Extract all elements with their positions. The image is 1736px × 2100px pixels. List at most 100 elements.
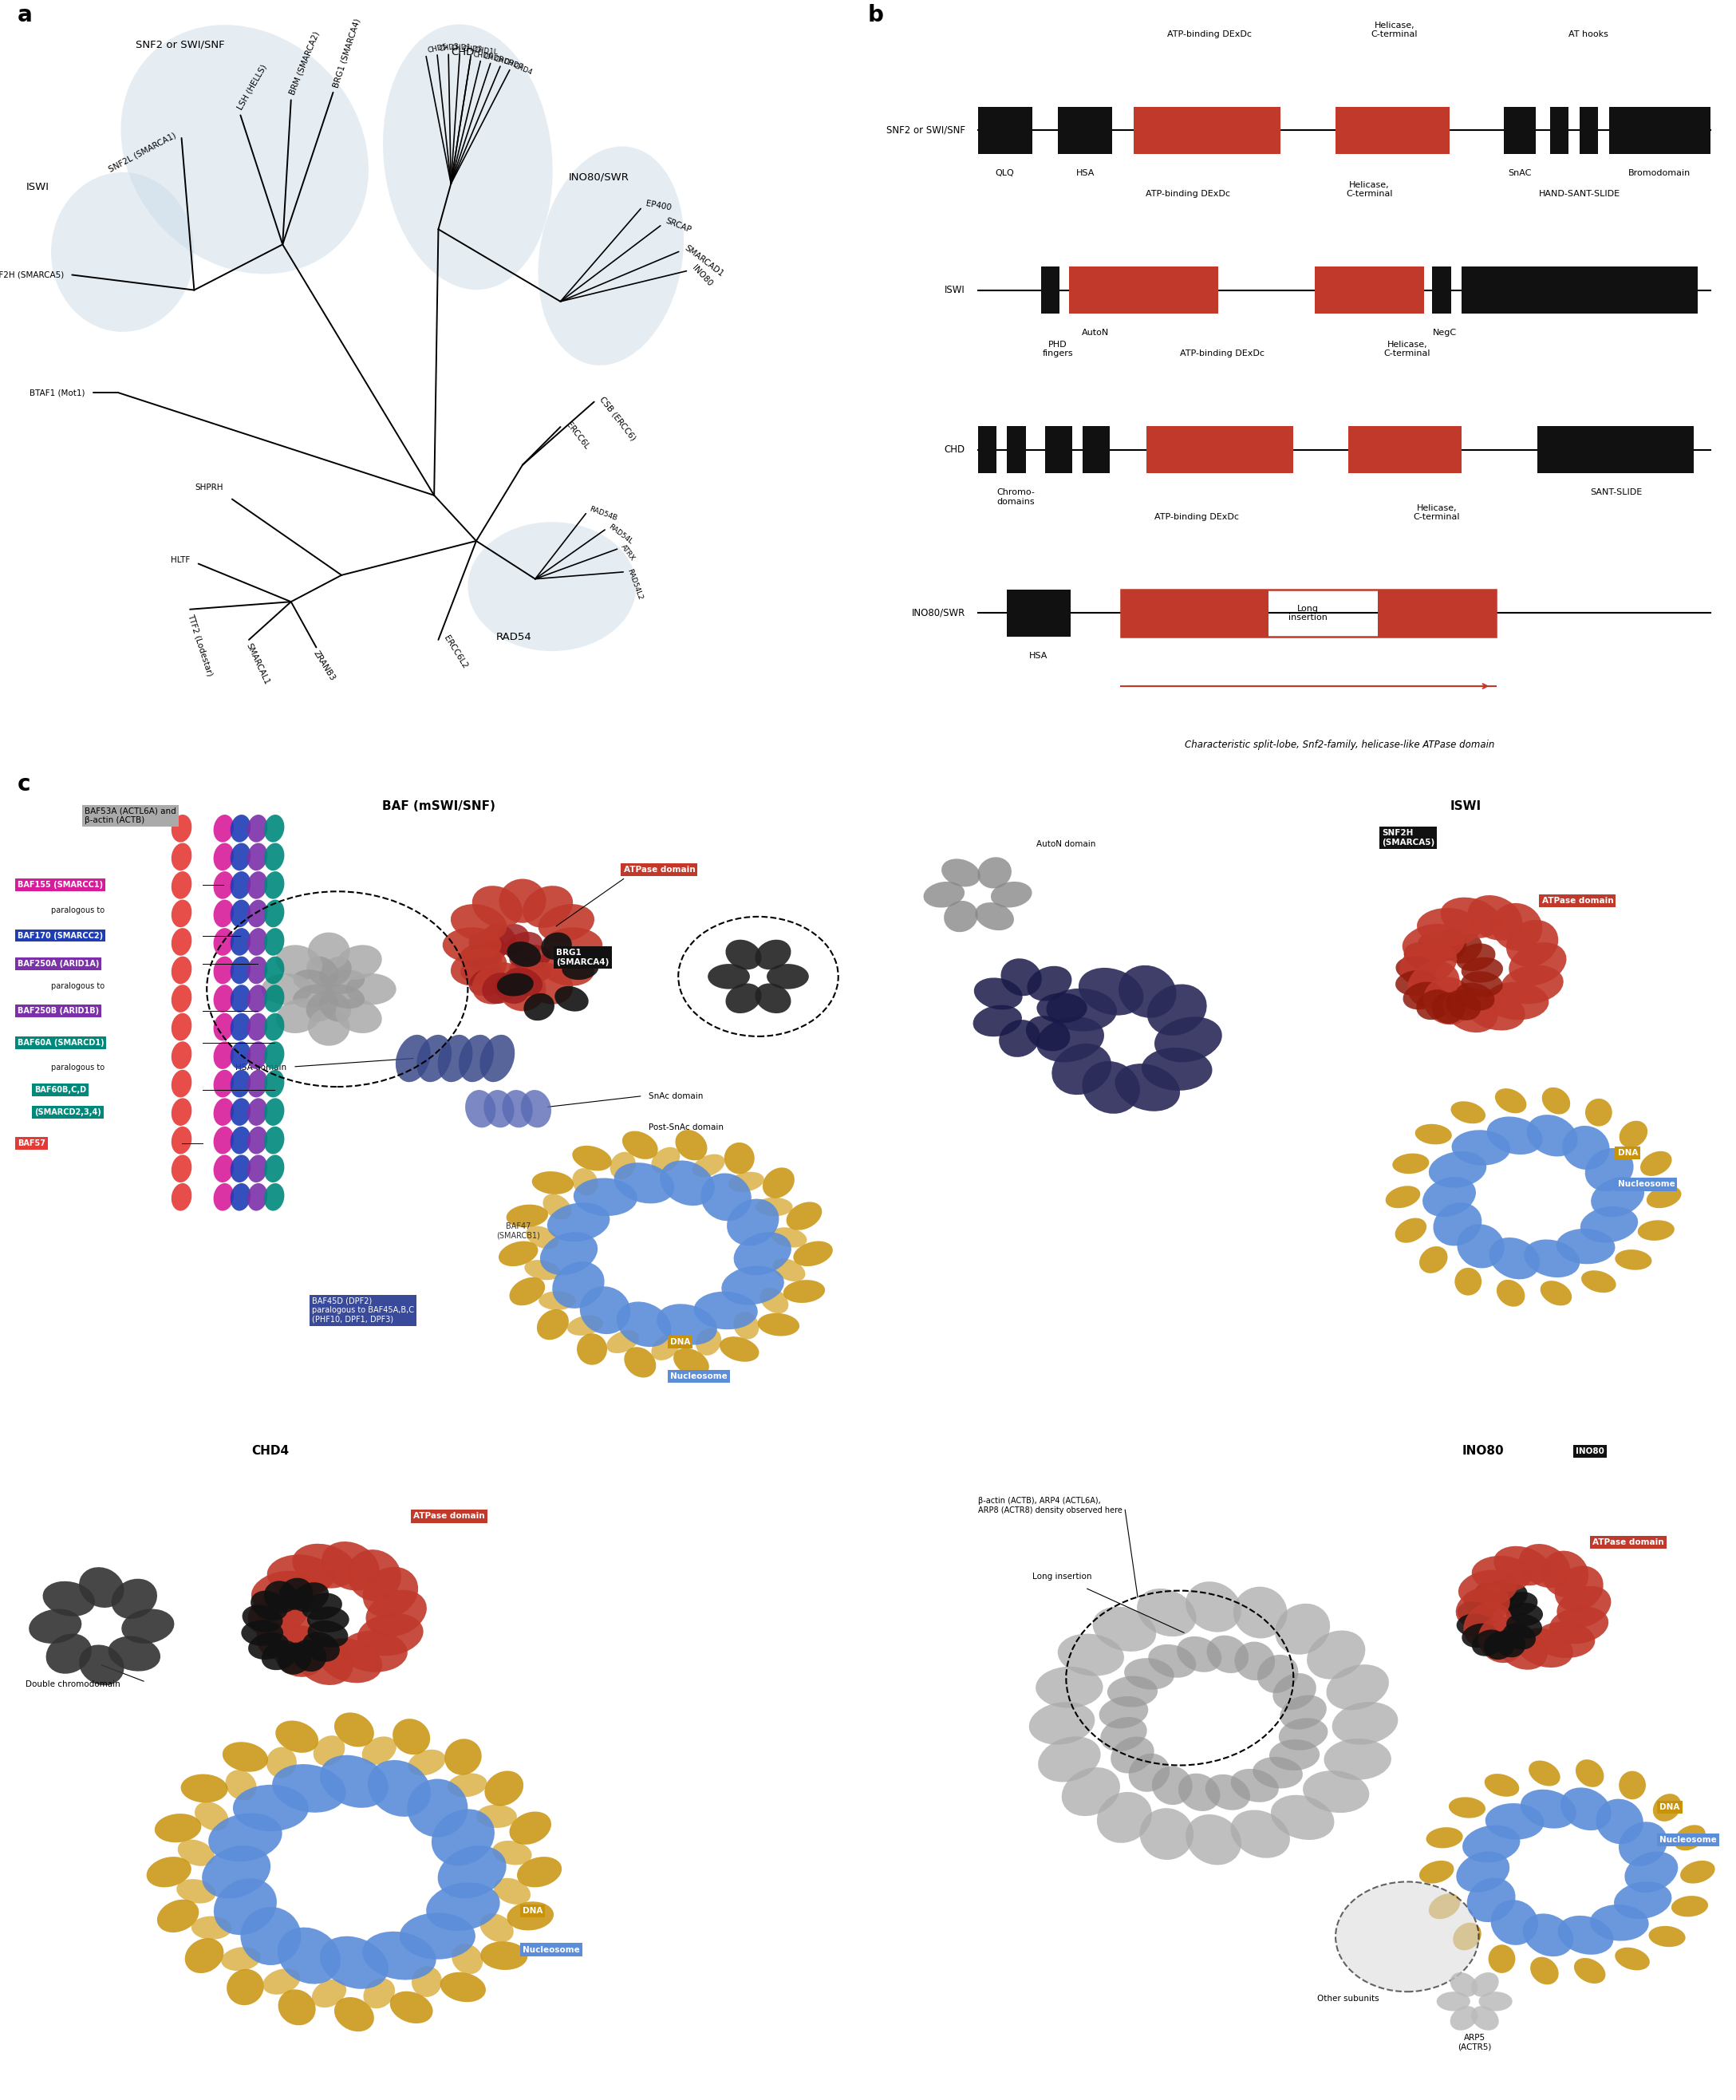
- Ellipse shape: [1472, 1630, 1505, 1657]
- Ellipse shape: [264, 815, 285, 842]
- Ellipse shape: [257, 1609, 312, 1659]
- Text: SMARCAD1: SMARCAD1: [682, 244, 726, 277]
- Ellipse shape: [580, 1287, 630, 1334]
- Ellipse shape: [1082, 1060, 1141, 1113]
- Ellipse shape: [325, 970, 365, 993]
- Ellipse shape: [302, 1594, 342, 1619]
- Ellipse shape: [443, 928, 502, 962]
- Ellipse shape: [43, 1581, 95, 1617]
- Ellipse shape: [1595, 1800, 1644, 1844]
- Ellipse shape: [1047, 989, 1116, 1031]
- Ellipse shape: [1271, 1796, 1335, 1840]
- Ellipse shape: [262, 1640, 299, 1670]
- Ellipse shape: [293, 985, 333, 1008]
- Ellipse shape: [538, 147, 684, 365]
- Ellipse shape: [247, 985, 267, 1012]
- Ellipse shape: [408, 1749, 446, 1774]
- Ellipse shape: [496, 972, 533, 995]
- Ellipse shape: [755, 939, 792, 970]
- Ellipse shape: [498, 878, 547, 924]
- Ellipse shape: [1257, 1655, 1299, 1693]
- Ellipse shape: [1641, 1151, 1672, 1176]
- Ellipse shape: [734, 1233, 792, 1275]
- Ellipse shape: [1495, 1630, 1526, 1657]
- Ellipse shape: [1477, 1617, 1526, 1663]
- Ellipse shape: [231, 842, 250, 872]
- Ellipse shape: [194, 1802, 229, 1831]
- Text: Helicase,
C-terminal: Helicase, C-terminal: [1345, 181, 1392, 197]
- Ellipse shape: [214, 1012, 234, 1042]
- Ellipse shape: [1326, 1665, 1389, 1709]
- Text: ERCC6L: ERCC6L: [564, 420, 590, 451]
- Ellipse shape: [1495, 1583, 1528, 1611]
- Ellipse shape: [1429, 1151, 1486, 1189]
- Ellipse shape: [625, 1346, 656, 1378]
- Ellipse shape: [264, 1155, 285, 1182]
- Text: ATP-binding DExDc: ATP-binding DExDc: [1154, 512, 1240, 521]
- Ellipse shape: [1279, 1718, 1328, 1749]
- Ellipse shape: [1396, 1218, 1427, 1243]
- Ellipse shape: [621, 1132, 658, 1159]
- Ellipse shape: [1443, 987, 1498, 1033]
- FancyBboxPatch shape: [1335, 107, 1450, 153]
- Ellipse shape: [276, 1720, 318, 1753]
- Ellipse shape: [231, 1012, 250, 1042]
- Ellipse shape: [524, 1260, 561, 1281]
- Ellipse shape: [191, 1915, 233, 1940]
- Ellipse shape: [1614, 1250, 1651, 1270]
- Text: INO80/SWR: INO80/SWR: [569, 172, 630, 183]
- Ellipse shape: [214, 1877, 276, 1934]
- Ellipse shape: [321, 1541, 380, 1590]
- Ellipse shape: [1618, 1823, 1667, 1867]
- Ellipse shape: [231, 1126, 250, 1155]
- Ellipse shape: [1486, 1804, 1543, 1840]
- Ellipse shape: [493, 1840, 531, 1865]
- Ellipse shape: [231, 928, 250, 956]
- Text: Double chromodomain: Double chromodomain: [26, 1680, 120, 1688]
- Ellipse shape: [295, 1636, 352, 1684]
- Text: c: c: [17, 773, 31, 796]
- Ellipse shape: [172, 815, 191, 842]
- Text: Long
insertion: Long insertion: [1288, 605, 1328, 622]
- Text: INO80/SWR: INO80/SWR: [911, 609, 965, 617]
- Text: ATPase domain: ATPase domain: [1592, 1537, 1663, 1546]
- Text: RAD54L: RAD54L: [608, 523, 634, 546]
- Ellipse shape: [278, 1989, 316, 2024]
- Ellipse shape: [108, 1636, 160, 1672]
- Text: CHD2: CHD2: [462, 46, 483, 52]
- Ellipse shape: [1446, 932, 1483, 964]
- Ellipse shape: [248, 1632, 288, 1659]
- Ellipse shape: [1279, 1695, 1326, 1730]
- Ellipse shape: [1142, 1048, 1212, 1090]
- Ellipse shape: [1179, 1772, 1220, 1810]
- Ellipse shape: [1233, 1588, 1288, 1638]
- Ellipse shape: [80, 1567, 123, 1609]
- Ellipse shape: [1495, 1088, 1526, 1113]
- Ellipse shape: [1450, 1972, 1477, 1997]
- Text: Other subunits: Other subunits: [1318, 1995, 1378, 2003]
- Ellipse shape: [214, 928, 234, 956]
- Ellipse shape: [1432, 991, 1465, 1023]
- Ellipse shape: [1528, 1115, 1578, 1157]
- Ellipse shape: [1507, 1613, 1542, 1638]
- Ellipse shape: [247, 955, 267, 985]
- Text: ATPase domain: ATPase domain: [623, 865, 694, 874]
- Ellipse shape: [543, 1195, 571, 1220]
- Text: Nucleosome: Nucleosome: [1660, 1835, 1717, 1844]
- Ellipse shape: [1269, 1739, 1319, 1770]
- Ellipse shape: [609, 1153, 635, 1180]
- Text: BAF250A (ARID1A): BAF250A (ARID1A): [17, 960, 99, 968]
- Ellipse shape: [524, 993, 554, 1021]
- Text: paralogous to: paralogous to: [50, 907, 104, 913]
- Ellipse shape: [1417, 907, 1481, 945]
- Ellipse shape: [247, 1155, 267, 1182]
- Ellipse shape: [1115, 1063, 1180, 1111]
- Ellipse shape: [1479, 1991, 1512, 2012]
- Ellipse shape: [941, 859, 981, 886]
- Ellipse shape: [1502, 966, 1564, 1004]
- Ellipse shape: [172, 928, 191, 956]
- Ellipse shape: [1396, 955, 1437, 983]
- Text: BAF60B,C,D: BAF60B,C,D: [35, 1086, 87, 1094]
- Ellipse shape: [276, 945, 323, 981]
- Text: INO80: INO80: [1576, 1447, 1604, 1455]
